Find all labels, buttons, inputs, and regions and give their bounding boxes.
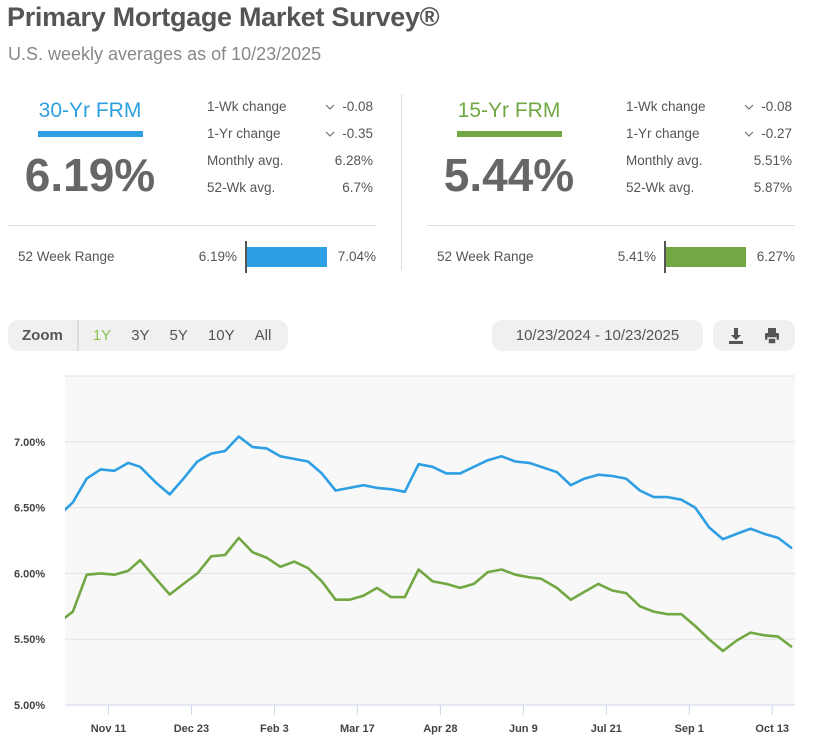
range-label: 52 Week Range [437,249,534,264]
stat-value: -0.35 [342,126,373,141]
range-bar [247,247,327,267]
stat-value: -0.27 [761,126,792,141]
panel-divider [401,94,402,270]
zoom-option-all[interactable]: All [254,327,272,344]
stat-value: 6.28% [334,153,373,168]
zoom-option-1y[interactable]: 1Y [92,327,112,344]
x-tick-label: Jun 9 [509,723,538,735]
panel-separator [427,225,795,226]
zoom-option-3y[interactable]: 3Y [131,327,150,344]
current-rate: 6.19% [24,149,156,201]
x-tick-label: Oct 13 [755,723,789,735]
plot-area [65,376,795,705]
stat-value: 6.7% [342,180,373,195]
date-range-display[interactable]: 10/23/2024 - 10/23/2025 [492,320,703,351]
zoom-group: Zoom 1Y 3Y 5Y 10Y All [8,320,288,351]
y-tick-label: 6.00% [14,568,45,580]
current-rate: 5.44% [443,149,575,201]
stat-label: 1-Yr change [626,126,700,141]
print-icon[interactable] [762,326,782,346]
range-marker [664,241,666,273]
x-tick-label: Mar 17 [340,723,375,735]
stat-value: 5.87% [753,180,792,195]
chevron-down-icon [325,104,335,110]
stat-label: Monthly avg. [207,153,284,168]
series-line-30yr [65,435,793,550]
rate-chart: 5.00% 5.50% 6.00% 6.50% 7.00% Nov 11 Dec 23 Feb… [14,375,795,735]
x-tick-label: Dec 23 [174,723,209,735]
range-low: 6.19% [198,249,237,264]
stat-label: 1-Wk change [626,99,706,114]
product-label: 15-Yr FRM [457,99,561,122]
stat-label: 52-Wk avg. [626,180,695,195]
x-tick-label: Jul 21 [591,723,622,735]
stat-value: -0.08 [761,99,792,114]
stat-label: Monthly avg. [626,153,703,168]
download-icon[interactable] [726,326,746,346]
range-bar [666,247,746,267]
chevron-down-icon [325,131,335,137]
x-tick-label: Apr 28 [423,723,457,735]
y-tick-label: 5.50% [14,634,45,646]
range-marker [245,241,247,273]
y-tick-label: 5.00% [14,700,45,712]
series-line-15yr [65,536,793,653]
stat-label: 1-Wk change [207,99,287,114]
stat-value: -0.08 [342,99,373,114]
zoom-label: Zoom [8,320,79,351]
product-underline [457,131,562,137]
zoom-option-5y[interactable]: 5Y [169,327,188,344]
panel-separator [8,225,376,226]
x-tick-label: Sep 1 [675,723,704,735]
date-range-text: 10/23/2024 - 10/23/2025 [515,327,680,344]
range-low: 5.41% [617,249,656,264]
x-tick-label: Nov 11 [91,723,126,735]
page-title: Primary Mortgage Market Survey® [7,2,440,32]
product-underline [38,131,143,137]
y-tick-label: 7.00% [14,437,45,449]
product-label: 30-Yr FRM [38,99,142,122]
stat-label: 52-Wk avg. [207,180,276,195]
export-group [713,320,795,351]
range-high: 7.04% [337,249,376,264]
stat-label: 1-Yr change [207,126,281,141]
range-high: 6.27% [756,249,795,264]
page-subtitle: U.S. weekly averages as of 10/23/2025 [8,44,322,64]
stat-value: 5.51% [753,153,792,168]
chevron-down-icon [744,131,754,137]
zoom-option-10y[interactable]: 10Y [207,327,235,344]
range-label: 52 Week Range [18,249,115,264]
x-tick-label: Feb 3 [260,723,289,735]
y-tick-label: 6.50% [14,503,45,515]
chevron-down-icon [744,104,754,110]
